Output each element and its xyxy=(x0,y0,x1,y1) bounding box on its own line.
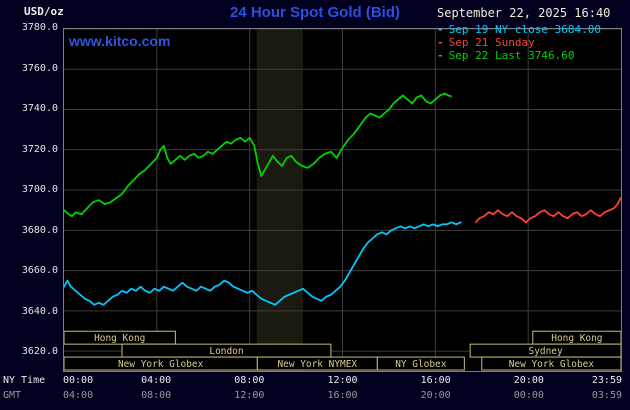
x-tick-label-ny: 12:00 xyxy=(327,375,358,386)
series-line-sep22 xyxy=(64,92,452,218)
ny-time-axis-label: NY Time xyxy=(3,375,46,386)
x-tick-label-gmt: 08:00 xyxy=(141,390,172,401)
y-tick-label: 3620.0 xyxy=(21,346,58,357)
y-tick-label: 3700.0 xyxy=(21,184,58,195)
session-box-hong-kong xyxy=(64,330,176,345)
session-box-new-york xyxy=(376,356,465,371)
legend-item-sep21: - Sep 21 Sunday xyxy=(437,36,601,49)
chart-title: 24 Hour Spot Gold (Bid) xyxy=(230,4,400,21)
plot-canvas: Hong Kong Hong Kong London Sydney New York G… xyxy=(64,29,621,371)
y-tick-label: 3740.0 xyxy=(21,103,58,114)
kitco-watermark-link[interactable]: www.kitco.com xyxy=(69,33,171,49)
y-tick-label: 3660.0 xyxy=(21,265,58,276)
plot-area: Hong Kong Hong Kong London Sydney New York G… xyxy=(63,28,622,372)
session-label: London xyxy=(209,346,243,357)
legend-line-sample-icon: - xyxy=(437,36,444,49)
x-tick-label-gmt: 03:59 xyxy=(591,390,622,401)
legend-line-sample-icon: - xyxy=(437,23,444,36)
y-tick-label: 3780.0 xyxy=(21,22,58,33)
session-label: Hong Kong xyxy=(551,333,602,344)
legend-item-sep22: - Sep 22 Last 3746.60 xyxy=(437,49,601,62)
session-label: New York NYMEX xyxy=(278,359,358,370)
x-tick-label-gmt: 04:00 xyxy=(63,390,94,401)
legend-item-sep19: - Sep 19 NY close 3684.00 xyxy=(437,23,601,36)
x-tick-label-ny: 04:00 xyxy=(141,375,172,386)
x-tick-label-ny: 00:00 xyxy=(63,375,94,386)
units-label: USD/oz xyxy=(24,5,64,18)
x-tick-label-ny: 08:00 xyxy=(234,375,265,386)
x-tick-label-ny: 20:00 xyxy=(513,375,544,386)
session-label: Sydney xyxy=(529,346,563,357)
y-tick-label: 3640.0 xyxy=(21,305,58,317)
session-highlight-band xyxy=(256,29,304,371)
legend-label-sep19: Sep 19 NY close 3684.00 xyxy=(448,23,601,36)
session-label: New York Globex xyxy=(118,359,204,370)
x-tick-label-ny: 16:00 xyxy=(420,375,451,386)
x-tick-label-gmt: 12:00 xyxy=(234,390,265,401)
x-tick-label-gmt: 00:00 xyxy=(513,390,544,401)
legend-label-sep21: Sep 21 Sunday xyxy=(448,36,535,49)
x-tick-label-gmt: 20:00 xyxy=(420,390,451,401)
datetime-label: September 22, 2025 16:40 xyxy=(437,6,611,20)
legend-line-sample-icon: - xyxy=(437,49,444,62)
gmt-axis-label: GMT xyxy=(3,390,22,401)
session-box-new-york xyxy=(481,356,621,371)
series-line-sep19 xyxy=(64,221,462,306)
session-label: NY Globex xyxy=(395,359,447,370)
chart-legend: - Sep 19 NY close 3684.00 - Sep 21 Sunday … xyxy=(437,23,601,62)
x-tick-label-gmt: 16:00 xyxy=(327,390,358,401)
y-tick-label: 3720.0 xyxy=(21,143,58,155)
legend-label-sep22: Sep 22 Last 3746.60 xyxy=(448,49,575,62)
session-label: New York Globex xyxy=(509,359,595,370)
session-label: Hong Kong xyxy=(94,333,145,344)
y-tick-label: 3760.0 xyxy=(21,62,58,74)
series-line-sep21 xyxy=(475,197,621,224)
x-tick-label-ny: 23:59 xyxy=(591,375,622,386)
y-tick-label: 3680.0 xyxy=(21,224,58,236)
